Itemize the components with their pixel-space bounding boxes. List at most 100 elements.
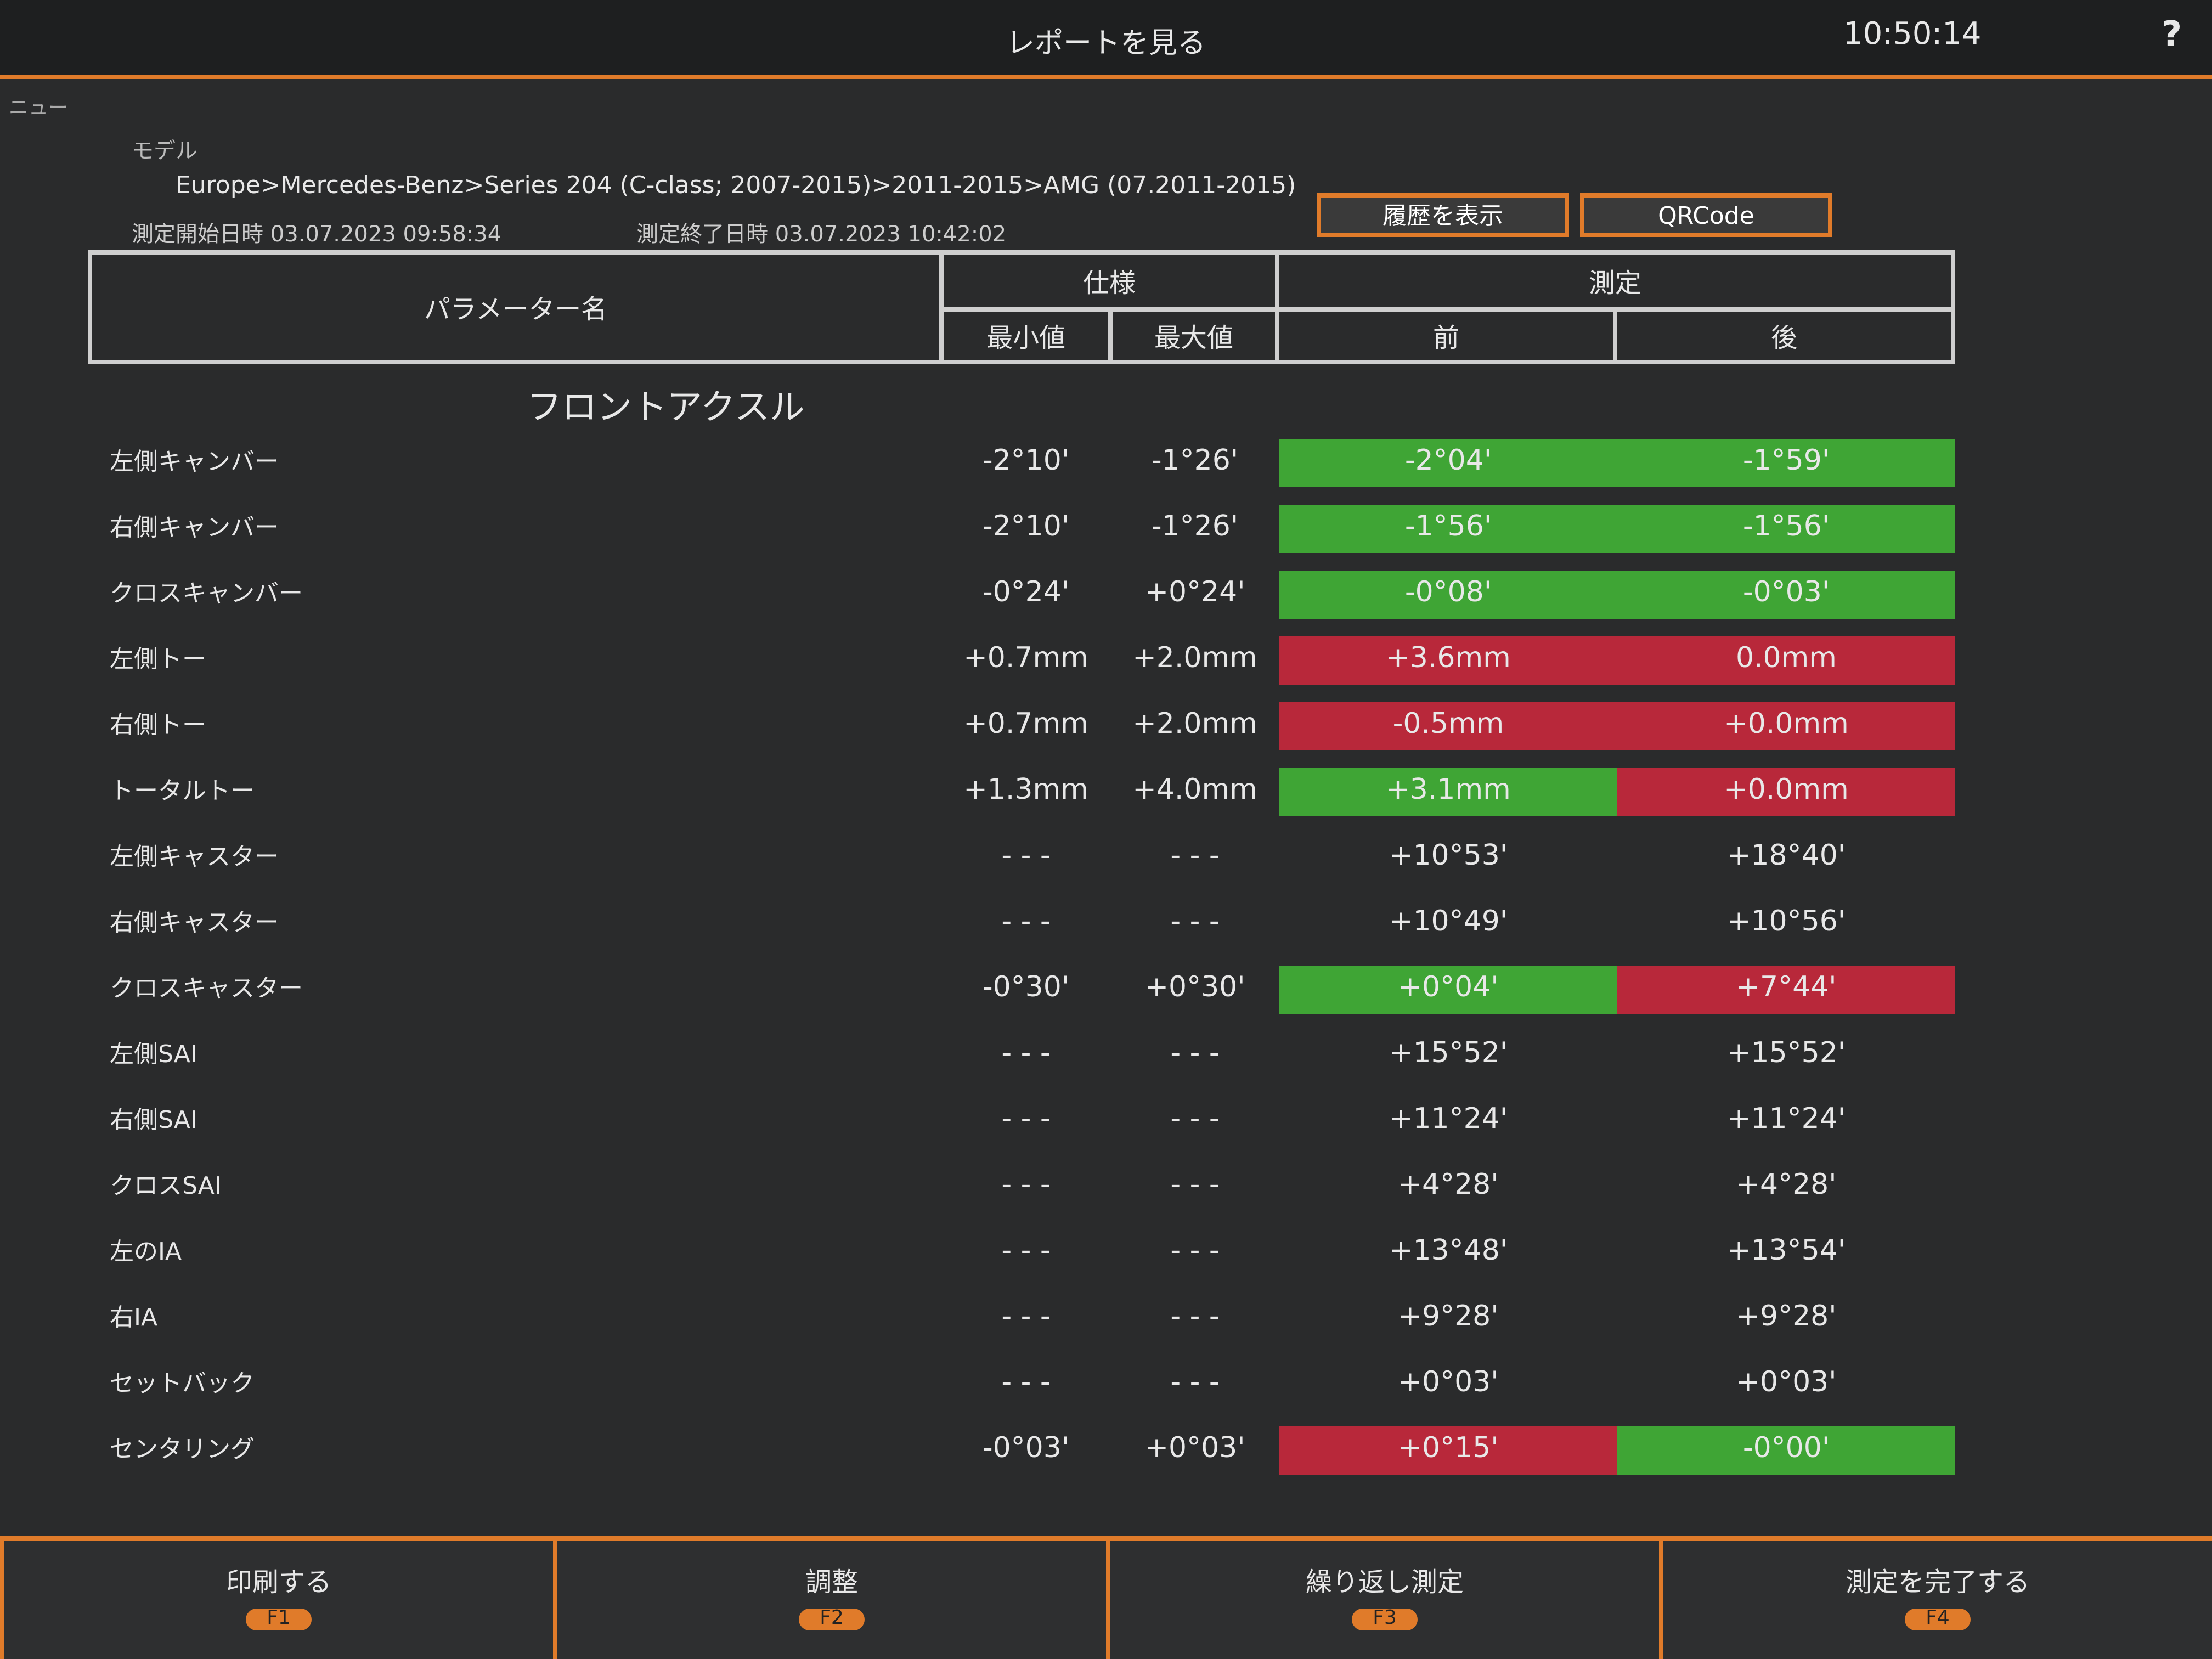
after-value: +9°28' [1736,1301,1837,1334]
measure-header: 測定 [1275,250,1955,312]
function-key[interactable]: F2 [798,1609,866,1630]
max-value: - - - [1170,1170,1220,1203]
table-row: トータルトー +1.3mm +4.0mm +3.1mm +0.0mm [88,768,2063,816]
after-value: +0.0mm [1617,768,1955,816]
function-label[interactable]: 測定を完了する [1845,1567,2030,1598]
table-row: 右側キャスター - - - - - - +10°49' +10°56' [88,900,2063,948]
after-value: +18°40' [1726,840,1846,873]
function-label[interactable]: 繰り返し測定 [1305,1567,1464,1598]
table-row: クロスSAI - - - - - - +4°28' +4°28' [88,1163,2063,1211]
end-label: 測定終了日時 [636,224,768,248]
max-value: - - - [1170,1235,1220,1268]
function-key[interactable]: F3 [1351,1609,1419,1630]
model-path: Europe>Mercedes-Benz>Series 204 (C-class… [176,171,1296,200]
before-value: -0.5mm [1279,702,1617,751]
before-value: +13°48' [1389,1235,1508,1268]
min-value: -0°30' [982,972,1070,1005]
before-value: +3.6mm [1279,636,1617,685]
function-label[interactable]: 調整 [805,1567,858,1598]
before-value: -2°04' [1279,439,1617,487]
before-value: +0°03' [1398,1367,1499,1400]
param-name: クロスキャスター [110,974,303,1003]
after-header: 後 [1613,307,1955,364]
min-value: +0.7mm [963,643,1088,676]
before-value: +9°28' [1398,1301,1499,1334]
param-name: トータルトー [110,777,255,805]
before-value: -0°08' [1279,571,1617,619]
after-value: +0°03' [1736,1367,1837,1400]
min-value: - - - [1001,906,1051,939]
function-key-button[interactable]: 測定を完了する F4 [1659,1536,2212,1659]
max-value: +4.0mm [1132,775,1257,808]
max-value: - - - [1170,1038,1220,1071]
function-key-button[interactable]: 印刷する F1 [0,1536,553,1659]
param-name: 右側トー [110,711,206,740]
start-label: 測定開始日時 [132,224,263,248]
before-value: +3.1mm [1279,768,1617,816]
function-key[interactable]: F1 [245,1609,313,1630]
after-value: +15°52' [1726,1038,1846,1071]
max-value: - - - [1170,1301,1220,1334]
min-value: - - - [1001,1038,1051,1071]
param-name: セットバック [110,1369,255,1398]
function-key-button[interactable]: 調整 F2 [553,1536,1106,1659]
clock: 10:50:14 [1843,18,1982,53]
max-value: +0°24' [1144,577,1245,610]
after-value: -0°03' [1617,571,1955,619]
history-button[interactable]: 履歴を表示 [1317,193,1569,237]
after-value: -1°59' [1617,439,1955,487]
function-key[interactable]: F4 [1904,1609,1972,1630]
table-row: 右側キャンバー -2°10' -1°26' -1°56' -1°56' [88,505,2063,553]
before-value: +10°49' [1389,906,1508,939]
table-row: 左のIA - - - - - - +13°48' +13°54' [88,1229,2063,1277]
function-label[interactable]: 印刷する [225,1567,331,1598]
param-name: 左側トー [110,645,206,674]
min-value: - - - [1001,1367,1051,1400]
menu-label[interactable]: ニュー [9,99,69,121]
before-value: +11°24' [1389,1104,1508,1137]
before-value: +10°53' [1389,840,1508,873]
min-value: +0.7mm [963,709,1088,742]
param-name: 左のIA [110,1238,182,1266]
qrcode-button[interactable]: QRCode [1580,193,1832,237]
table-row: センタリング -0°03' +0°03' +0°15' -0°00' [88,1426,2063,1475]
spec-header: 仕様 [939,250,1279,312]
after-value: +11°24' [1726,1104,1846,1137]
end-time: 測定終了日時 03.07.2023 10:42:02 [636,215,1006,248]
param-name: 右側キャスター [110,909,279,937]
min-value: - - - [1001,1301,1051,1334]
min-value: -2°10' [982,445,1070,478]
min-header: 最小値 [939,307,1113,364]
min-value: +1.3mm [963,775,1088,808]
function-key-button[interactable]: 繰り返し測定 F3 [1106,1536,1659,1659]
start-time: 測定開始日時 03.07.2023 09:58:34 [132,215,501,248]
param-name: 左側SAI [110,1040,198,1069]
after-value: +13°54' [1726,1235,1846,1268]
max-value: +0°03' [1144,1433,1245,1466]
max-value: - - - [1170,906,1220,939]
max-value: - - - [1170,1367,1220,1400]
title-bar: レポートを見る 10:50:14 ? [0,0,2212,79]
table-row: クロスキャスター -0°30' +0°30' +0°04' +7°44' [88,966,2063,1014]
table-row: 左側キャンバー -2°10' -1°26' -2°04' -1°59' [88,439,2063,487]
max-value: -1°26' [1151,445,1239,478]
min-value: -2°10' [982,511,1070,544]
table-row: 右側トー +0.7mm +2.0mm -0.5mm +0.0mm [88,702,2063,751]
param-name: 左側キャンバー [110,448,279,476]
before-value: +15°52' [1389,1038,1508,1071]
min-value: -0°03' [982,1433,1070,1466]
before-value: +4°28' [1398,1170,1499,1203]
min-value: - - - [1001,1235,1051,1268]
before-value: -1°56' [1279,505,1617,553]
help-button[interactable]: ? [2162,13,2182,55]
param-name: センタリング [110,1435,255,1464]
max-value: +2.0mm [1132,709,1257,742]
max-value: +2.0mm [1132,643,1257,676]
table-row: 右IA - - - - - - +9°28' +9°28' [88,1295,2063,1343]
min-value: - - - [1001,1170,1051,1203]
after-value: 0.0mm [1617,636,1955,685]
table-row: 左側トー +0.7mm +2.0mm +3.6mm 0.0mm [88,636,2063,685]
model-label: モデル [132,140,198,165]
